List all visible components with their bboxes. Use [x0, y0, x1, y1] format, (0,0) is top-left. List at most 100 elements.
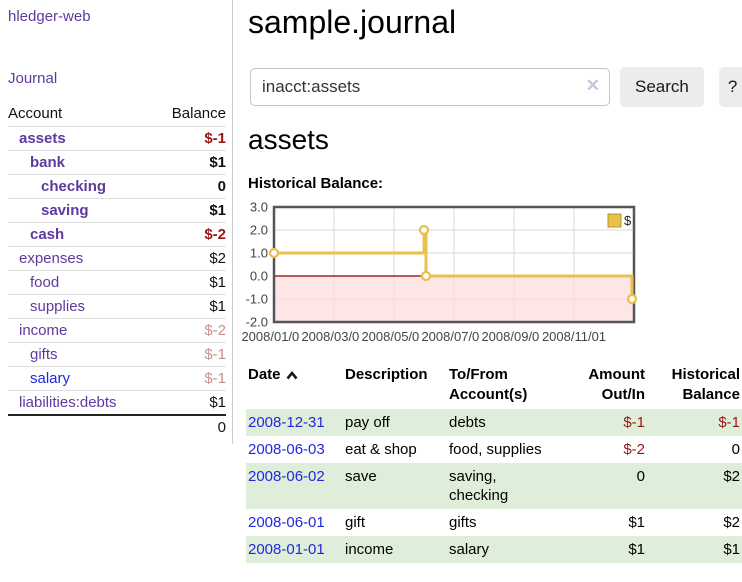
account-row: supplies $1: [8, 294, 226, 319]
register-row: 2008-06-03 eat & shop food, supplies $-2 0: [246, 436, 742, 463]
x-label-bg: [540, 329, 608, 345]
search-input[interactable]: [250, 68, 610, 106]
transaction-balance: $2: [723, 468, 740, 485]
x-axis-tick-label: 2008/09/01: [481, 329, 546, 344]
account-row: gifts $-1: [8, 342, 226, 367]
register-header-row: Date Description To/From Account(s) Amou…: [246, 361, 742, 409]
account-row: expenses $2: [8, 246, 226, 271]
transaction-date-link[interactable]: 2008-06-02: [248, 468, 325, 485]
date-header-label: Date: [248, 366, 281, 383]
x-label-bg: [420, 329, 488, 345]
account-link[interactable]: saving: [41, 202, 89, 219]
chart-label: Historical Balance:: [248, 175, 384, 192]
transaction-balance: 0: [731, 441, 740, 458]
account-link[interactable]: supplies: [30, 298, 86, 315]
transaction-description: income: [345, 541, 394, 558]
legend-label: $: [624, 213, 632, 228]
account-link[interactable]: cash: [30, 226, 65, 243]
account-heading: assets: [248, 124, 329, 155]
transaction-balance: $1: [723, 541, 740, 558]
account-link[interactable]: food: [30, 274, 60, 291]
account-row: salary $-1: [8, 366, 226, 391]
search-button[interactable]: Search: [620, 67, 704, 107]
register-col-accounts: To/From Account(s): [449, 366, 528, 403]
account-link[interactable]: bank: [30, 154, 66, 171]
search-input-wrap: ✕: [250, 68, 610, 106]
register-col-amount: Amount Out/In: [588, 366, 645, 403]
y-axis-tick-label: 3.0: [250, 200, 268, 215]
x-axis-tick-label: 2008/03/01: [301, 329, 366, 344]
x-label-bg: [360, 329, 428, 345]
account-link[interactable]: income: [19, 322, 68, 339]
account-row: cash $-2: [8, 222, 226, 247]
search-form: ✕ Search ?: [250, 67, 742, 107]
account-link[interactable]: liabilities:debts: [19, 394, 117, 411]
register-col-balance: Historical Balance: [671, 366, 740, 403]
transaction-date-link[interactable]: 2008-12-31: [248, 414, 325, 431]
y-axis-tick-label: 2.0: [250, 223, 268, 238]
data-point-marker: [418, 224, 430, 236]
data-point-marker: [268, 247, 280, 259]
transaction-amount: $-1: [623, 414, 645, 431]
register-row: 2008-06-02 save saving, checking 0 $2: [246, 463, 742, 509]
sidebar-item-journal[interactable]: Journal: [8, 70, 58, 87]
register-row: 2008-12-31 pay off debts $-1 $-1: [246, 409, 742, 436]
register-col-date: Date: [246, 361, 343, 409]
account-link[interactable]: expenses: [19, 250, 84, 267]
transaction-date-link[interactable]: 2008-06-03: [248, 441, 325, 458]
transaction-accounts: saving, checking: [449, 468, 509, 504]
account-balance: $1: [209, 274, 226, 291]
account-row: saving $1: [8, 198, 226, 223]
help-button[interactable]: ?: [718, 67, 742, 107]
account-balance: $1: [209, 202, 226, 219]
account-link[interactable]: checking: [41, 178, 107, 195]
clear-search-icon[interactable]: ✕: [585, 76, 600, 95]
accounts-total-balance: 0: [217, 419, 226, 436]
account-balance: $2: [209, 250, 226, 267]
chart-container: $3.0 2.0 1.0 0.0 -1.0 -2.0 2008/01/01 2008/03/0…: [240, 200, 742, 350]
account-row: checking 0: [8, 174, 226, 199]
y-axis-tick-label: 0.0: [250, 269, 268, 284]
accounts-total-row: 0: [8, 415, 226, 439]
transaction-date-link[interactable]: 2008-01-01: [248, 541, 325, 558]
account-balance: 0: [217, 178, 226, 195]
x-axis-tick-label: 2008/05/01: [361, 329, 426, 344]
app-title-link[interactable]: hledger-web: [8, 8, 91, 25]
account-link[interactable]: assets: [19, 130, 66, 147]
account-row: bank $1: [8, 150, 226, 175]
data-point-marker: [420, 270, 432, 282]
x-axis-tick-label: 2008/11/01: [542, 329, 606, 344]
transaction-amount: $1: [628, 541, 645, 558]
account-balance: $1: [209, 394, 226, 411]
account-balance: $-1: [204, 130, 226, 147]
transaction-amount: $-2: [623, 441, 645, 458]
transaction-accounts: salary: [449, 541, 490, 558]
transaction-amount: $1: [628, 514, 645, 531]
historical-balance-chart[interactable]: $3.0 2.0 1.0 0.0 -1.0 -2.02008/01/012008/03/0…: [240, 200, 742, 350]
accounts-col-balance: Balance: [171, 105, 226, 122]
x-label-bg: [240, 329, 308, 345]
account-link[interactable]: gifts: [30, 346, 58, 363]
sidebar: hledger-web Journal Account Balance asse…: [0, 0, 233, 444]
account-link[interactable]: salary: [30, 370, 71, 387]
account-balance: $1: [209, 154, 226, 171]
register-row: 2008-01-01 income salary $1 $1: [246, 536, 742, 563]
transaction-date-link[interactable]: 2008-06-01: [248, 514, 325, 531]
accounts-col-account: Account: [8, 105, 63, 122]
x-label-bg: [300, 329, 368, 345]
transaction-balance: $2: [723, 514, 740, 531]
register-tbody: 2008-12-31 pay off debts $-1 $-1 2008-06-03 ea…: [246, 409, 742, 563]
account-row: assets $-1: [8, 126, 226, 151]
negative-region: [274, 276, 634, 322]
accounts-header-row: Account Balance: [8, 102, 226, 127]
register-row: 2008-06-01 gift gifts $1 $2: [246, 509, 742, 536]
y-axis-tick-label: 1.0: [250, 246, 268, 261]
account-balance: $-1: [204, 370, 226, 387]
transaction-balance: $-1: [718, 414, 740, 431]
sort-asc-icon: [286, 366, 298, 386]
transaction-description: eat & shop: [345, 441, 417, 458]
register-table: Date Description To/From Account(s) Amou…: [246, 361, 742, 563]
transaction-accounts: food, supplies: [449, 441, 542, 458]
account-balance: $1: [209, 298, 226, 315]
